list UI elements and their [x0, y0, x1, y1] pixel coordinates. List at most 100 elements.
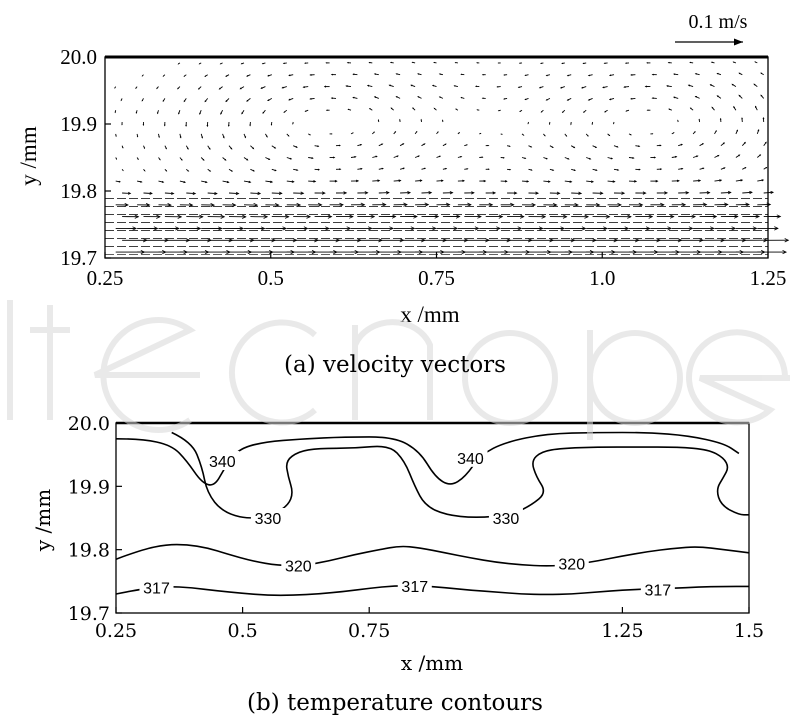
velocity-vector-head: [330, 133, 333, 135]
velocity-vector-head: [428, 191, 433, 195]
velocity-vector-head: [696, 155, 699, 158]
velocity-vector-head: [295, 146, 298, 148]
velocity-vector-head: [325, 226, 330, 231]
velocity-vector-head: [573, 169, 576, 171]
velocity-vector-head: [623, 86, 626, 88]
velocity-vector-head: [488, 202, 494, 207]
contour-label-mask: [281, 555, 316, 575]
velocity-vector-head: [603, 226, 608, 231]
velocity-vector-head: [710, 61, 713, 64]
velocity-vector-head: [332, 156, 336, 159]
velocity-vector-head: [578, 191, 583, 195]
velocity-vector-head: [638, 145, 641, 147]
velocity-vector-head: [733, 105, 736, 108]
velocity-vector-head: [218, 87, 221, 90]
velocity-vector-head: [508, 145, 511, 147]
velocity-vector-head: [115, 135, 117, 138]
velocity-vector-head: [595, 146, 598, 148]
velocity-vector: [607, 180, 615, 183]
velocity-vector-head: [517, 226, 523, 231]
velocity-vector-head: [263, 214, 269, 219]
panel-a-velocity-vectors: 0.1 m/s 0.25 0.5 0.75 1.0 1.25 19.7 19.8 19.9 20…: [16, 11, 790, 327]
velocity-vector-head: [694, 73, 697, 75]
velocity-vector-head: [317, 168, 320, 171]
velocity-vector-head: [706, 191, 711, 195]
velocity-vector-head: [476, 109, 479, 111]
velocity-vector-head: [246, 75, 249, 77]
velocity-vector-head: [519, 110, 521, 113]
velocity-vector-head: [134, 214, 140, 219]
contour-line-317: [115, 584, 749, 597]
velocity-vector: [757, 179, 764, 182]
velocity-vector-head: [198, 63, 201, 65]
velocity-vector-head: [360, 167, 363, 170]
velocity-vector-head: [567, 157, 570, 160]
velocity-vector-head: [569, 180, 573, 183]
velocity-vector-head: [124, 202, 129, 207]
velocity-vector-head: [431, 84, 434, 87]
velocity-vector-head: [346, 226, 352, 231]
velocity-vector-head: [540, 111, 543, 113]
velocity-vector-head: [520, 214, 525, 219]
velocity-vector: [265, 180, 273, 183]
velocity-vector-head: [413, 214, 418, 219]
velocity-vector-head: [630, 134, 632, 136]
velocity-vector-head: [653, 156, 657, 159]
velocity-vector: [415, 180, 422, 182]
velocity-vector-head: [587, 98, 590, 101]
velocity-vector-head: [784, 238, 790, 243]
velocity-vector-head: [552, 169, 555, 171]
velocity-vector-head: [752, 226, 758, 231]
y-tick-label: 19.8: [60, 179, 97, 203]
velocity-vector-head: [584, 214, 590, 219]
panel-a-tick-labels: 0.25 0.5 0.75 1.0 1.25 19.7 19.8 19.9 20.0: [60, 45, 786, 290]
velocity-vector-head: [717, 154, 720, 157]
velocity-vector-head: [688, 226, 694, 231]
velocity-vector-head: [757, 129, 760, 132]
velocity-vector-head: [655, 179, 659, 183]
velocity-vector-head: [531, 202, 537, 207]
velocity-vector-head: [753, 83, 756, 86]
velocity-vector-head: [388, 84, 391, 87]
velocity-vector-head: [205, 180, 208, 184]
velocity-vector-head: [673, 132, 675, 134]
contour-line-320: [115, 543, 750, 567]
velocity-vector-head: [445, 202, 451, 207]
panel-a-tick-marks: [104, 56, 769, 259]
velocity-vector-head: [417, 96, 420, 98]
velocity-vector-head: [261, 62, 264, 65]
velocity-vector-head: [330, 73, 334, 76]
velocity-vector: [436, 180, 443, 182]
velocity-vector-head: [127, 191, 132, 195]
velocity-vector-head: [385, 191, 390, 195]
velocity-vector-head: [202, 158, 205, 161]
velocity-vector-head: [466, 144, 468, 146]
velocity-vector-head: [432, 226, 437, 231]
velocity-vector-head: [339, 168, 342, 171]
velocity-vector-head: [214, 191, 218, 196]
velocity-vector-head: [651, 97, 654, 100]
velocity-vector-head: [225, 75, 228, 77]
contour-label-mask: [488, 508, 523, 527]
velocity-vector-head: [560, 226, 566, 231]
velocity-vector-head: [474, 226, 480, 231]
velocity-vector-head: [582, 62, 585, 65]
velocity-vector-head: [118, 180, 121, 183]
velocity-vector-head: [377, 119, 380, 121]
velocity-vector-head: [410, 84, 413, 87]
velocity-vector-head: [391, 214, 397, 219]
velocity-vector-head: [755, 105, 757, 108]
velocity-vector-head: [141, 75, 143, 77]
velocity-vector-head: [503, 74, 506, 76]
velocity-vector-head: [510, 202, 515, 207]
velocity-vector-head: [373, 131, 375, 133]
velocity-vector-head: [492, 191, 497, 195]
velocity-vector-head: [774, 226, 779, 231]
velocity-vector-head: [624, 226, 630, 231]
velocity-vector-head: [715, 129, 717, 132]
velocity-vector-head: [530, 146, 533, 148]
velocity-vector-head: [559, 86, 563, 89]
velocity-vector-head: [252, 147, 255, 150]
velocity-vector-head: [630, 97, 633, 100]
velocity-vector-head: [267, 74, 270, 77]
